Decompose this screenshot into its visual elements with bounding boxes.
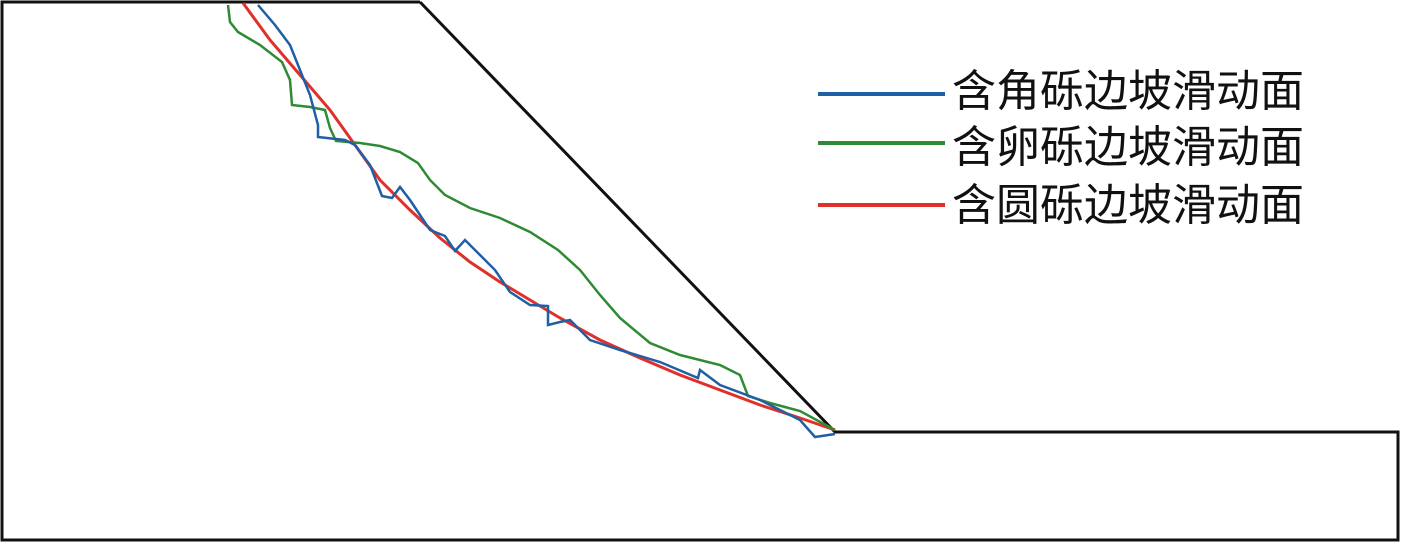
slip-surface-pebble	[226, 4, 836, 432]
legend-label-round: 含圆砾边坡滑动面	[952, 180, 1304, 231]
slip-surface-angular-gravel	[257, 4, 836, 439]
slip-surface-round-gravel	[241, 2, 836, 432]
legend-label-pebble: 含卵砾边坡滑动面	[952, 122, 1304, 173]
legend-label-angular: 含角砾边坡滑动面	[952, 66, 1304, 117]
legend: 含角砾边坡滑动面 含卵砾边坡滑动面 含圆砾边坡滑动面	[818, 66, 1304, 231]
